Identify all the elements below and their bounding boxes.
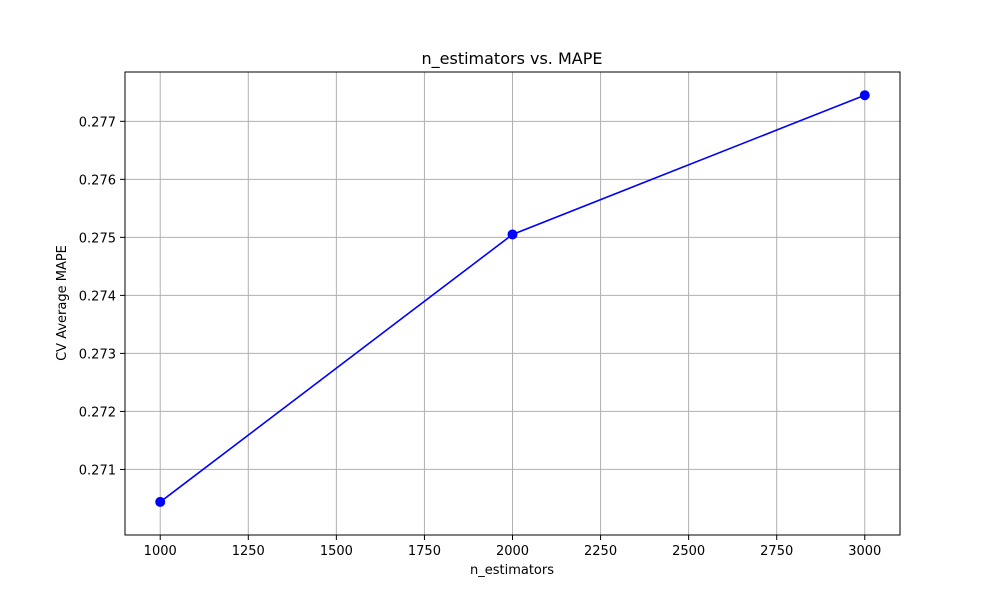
y-tick-label: 0.276 <box>79 173 116 188</box>
y-tick-label: 0.272 <box>79 405 116 420</box>
x-tick-label: 1250 <box>232 544 265 559</box>
y-tick-label: 0.275 <box>79 231 116 246</box>
y-tick-label: 0.277 <box>79 115 116 130</box>
x-tick-label: 2500 <box>672 544 705 559</box>
plot-area <box>155 90 870 507</box>
chart-title: n_estimators vs. MAPE <box>422 49 603 69</box>
y-tick-label: 0.273 <box>79 347 116 362</box>
y-tick-label: 0.274 <box>79 289 116 304</box>
grid <box>125 72 900 535</box>
x-tick-label: 2750 <box>760 544 793 559</box>
data-point <box>859 90 870 101</box>
x-axis-label: n_estimators <box>470 563 554 578</box>
data-point <box>155 496 166 507</box>
labels: n_estimators vs. MAPE n_estimators CV Av… <box>55 49 602 578</box>
x-tick-label: 2250 <box>584 544 617 559</box>
axes: 1000 1250 1500 1750 2000 2250 2500 2750 3000 0.27… <box>79 71 901 559</box>
y-tick-label: 0.271 <box>79 463 116 478</box>
x-tick-label: 2000 <box>496 544 529 559</box>
axes-frame <box>124 71 901 536</box>
x-tick-label: 1500 <box>320 544 353 559</box>
data-point <box>507 229 518 240</box>
y-axis-label: CV Average MAPE <box>55 245 70 361</box>
x-tick-label: 1750 <box>408 544 441 559</box>
x-tick-label: 1000 <box>144 544 177 559</box>
x-tick-label: 3000 <box>848 544 881 559</box>
